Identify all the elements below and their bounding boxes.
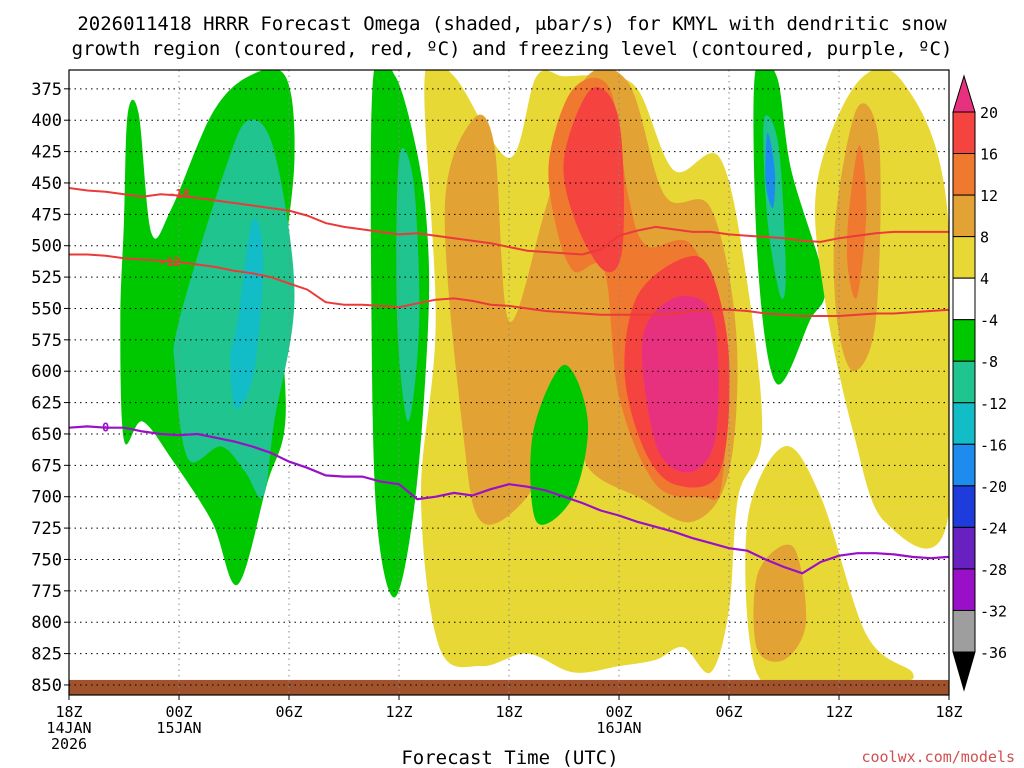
x-tick-label-0-1: 18Z: [55, 703, 82, 721]
colorbar-box-13: [952, 609, 976, 653]
colorbar-box-12: [952, 568, 976, 611]
y-tick-label-775: 775: [31, 582, 62, 602]
omega-pos-main-20: [563, 87, 624, 273]
colorbar-label-1: 16: [980, 146, 998, 164]
y-tick-label-675: 675: [31, 456, 62, 476]
y-tick-label-800: 800: [31, 613, 62, 633]
omega-pos-late-core: [641, 295, 719, 473]
minus-12-line: [69, 253, 949, 317]
x-tick-label-12-1: 06Z: [275, 703, 302, 721]
credit-text: coolwx.com/models: [861, 748, 1015, 766]
y-tick-label-375: 375: [31, 80, 62, 100]
colorbar-label-3: 8: [980, 229, 989, 247]
omega-pos-far-right-12: [846, 145, 867, 299]
minus-18-line-label: -18: [168, 187, 190, 201]
contour-lines: -18 -12 0: [69, 187, 949, 575]
colorbar-box-2: [952, 153, 976, 196]
y-tick-label-400: 400: [31, 111, 62, 131]
zero-line: [69, 425, 949, 575]
omega-pos-bottom-right-8: [753, 544, 807, 662]
y-axis: 375 400 425 450 475 500 525 550 575 600 625 650 675 7…: [31, 80, 69, 696]
y-tick-label-450: 450: [31, 174, 62, 194]
colorbar-label-10: -24: [980, 519, 1007, 537]
colorbar-box-3: [952, 194, 976, 238]
colorbar-box-8: [952, 402, 976, 445]
colorbar-box-5: [952, 277, 976, 321]
colorbar-bottom-arrow: [952, 651, 976, 692]
colorbar-box-4: [952, 236, 976, 279]
x-tick-label-0-2: 14JAN: [46, 719, 91, 737]
colorbar-label-8: -16: [980, 436, 1007, 454]
y-tick-label-825: 825: [31, 645, 62, 665]
grid-lines: [69, 70, 949, 695]
omega-neg-12z-core: [396, 147, 420, 422]
minus-12-line-label: -12: [159, 255, 181, 269]
colorbar-label-7: -12: [980, 395, 1007, 413]
x-tick-label-6-2: 15JAN: [156, 719, 201, 737]
y-tick-label-550: 550: [31, 299, 62, 319]
y-tick-label-525: 525: [31, 268, 62, 288]
x-tick-label-36-1: 06Z: [715, 703, 742, 721]
y-tick-label-850: 850: [31, 676, 62, 696]
omega-neg-mid-island: [530, 364, 589, 525]
colorbar-box-6: [952, 319, 976, 362]
y-tick-label-700: 700: [31, 488, 62, 508]
chart-title-line2: growth region (contoured, red, ºC) and f…: [72, 38, 953, 60]
colorbar-label-13: -36: [980, 644, 1007, 662]
colorbar-label-0: 20: [980, 104, 998, 122]
colorbar-box-1: [952, 111, 976, 155]
x-tick-label-6-1: 00Z: [165, 703, 192, 721]
colorbar-box-10: [952, 485, 976, 528]
colorbar-label-2: 12: [980, 187, 998, 205]
colorbar-box-9: [952, 443, 976, 487]
y-tick-label-750: 750: [31, 550, 62, 570]
x-tick-label-30-2: 16JAN: [596, 719, 641, 737]
y-tick-label-600: 600: [31, 362, 62, 382]
x-tick-label-18-1: 12Z: [385, 703, 412, 721]
colorbar-box-11: [952, 526, 976, 570]
y-tick-label-725: 725: [31, 519, 62, 539]
colorbar-label-11: -28: [980, 561, 1007, 579]
colorbar-label-6: -8: [980, 353, 998, 371]
x-tick-label-0-3: 2026: [51, 735, 87, 753]
x-tick-label-24-1: 18Z: [495, 703, 522, 721]
omega-neg-left-inner: [230, 218, 264, 410]
chart-title-line1: 2026011418 HRRR Forecast Omega (shaded, …: [77, 13, 947, 35]
colorbar-label-4: 4: [980, 270, 989, 288]
y-tick-label-575: 575: [31, 331, 62, 351]
x-tick-label-48-1: 18Z: [935, 703, 962, 721]
colorbar-box-7: [952, 360, 976, 404]
colorbar-label-12: -32: [980, 602, 1007, 620]
minus-18-line: [69, 187, 949, 256]
x-tick-label-30-1: 00Z: [605, 703, 632, 721]
y-tick-label-650: 650: [31, 425, 62, 445]
y-tick-label-425: 425: [31, 143, 62, 163]
y-tick-label-500: 500: [31, 237, 62, 257]
x-axis-label: Forecast Time (UTC): [401, 747, 618, 768]
y-tick-label-475: 475: [31, 205, 62, 225]
colorbar-label-9: -20: [980, 478, 1007, 496]
y-tick-label-625: 625: [31, 394, 62, 414]
colorbar-legend: 20 16 12 8 4 -4 -8 -12 -16 -20 -24 -28 -32 -36: [952, 74, 1007, 692]
colorbar-label-5: -4: [980, 312, 998, 330]
x-tick-label-42-1: 12Z: [825, 703, 852, 721]
zero-line-label: 0: [102, 421, 109, 435]
